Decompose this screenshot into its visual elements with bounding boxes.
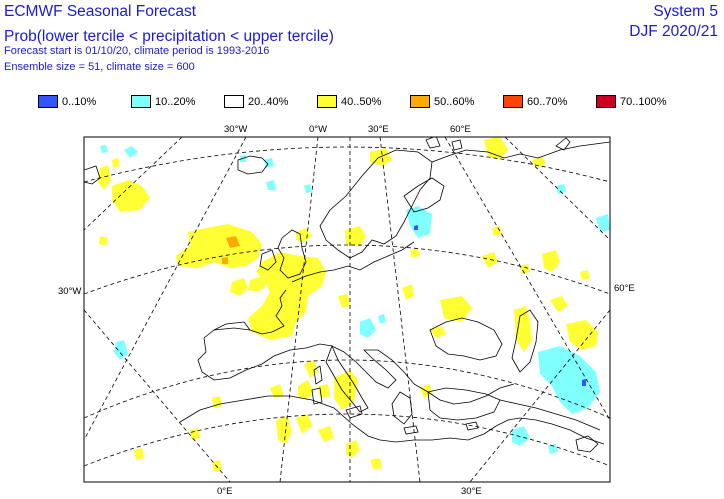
- system-label: System 5: [653, 3, 718, 20]
- legend-swatch: [317, 95, 337, 108]
- chart-subtitle: Prob(lower tercile < precipitation < upp…: [4, 28, 334, 45]
- legend-label: 60..70%: [527, 96, 568, 108]
- ensemble-size-info: Ensemble size = 51, climate size = 600: [4, 61, 195, 73]
- legend-swatch: [131, 95, 151, 108]
- legend-swatch: [410, 95, 430, 108]
- legend-label: 70..100%: [620, 96, 667, 108]
- legend-label: 20..40%: [248, 96, 289, 108]
- graticule: [84, 137, 610, 482]
- lon-label-bottom-0e: 0°E: [217, 486, 233, 497]
- legend-label: 0..10%: [62, 96, 97, 108]
- lon-label-right-60e: 60°E: [614, 283, 635, 294]
- lon-label-top-30w: 30°W: [224, 124, 248, 135]
- lon-label-top-0w: 0°W: [309, 124, 328, 135]
- prob-areas-50-60: [222, 236, 240, 264]
- lon-label-left-30w: 30°W: [58, 286, 82, 297]
- legend-label: 40..50%: [341, 96, 382, 108]
- chart-title: ECMWF Seasonal Forecast: [4, 3, 197, 20]
- forecast-start-info: Forecast start is 01/10/20, climate peri…: [4, 45, 270, 57]
- legend-swatch: [503, 95, 523, 108]
- legend-swatch: [224, 95, 244, 108]
- map-frame: [83, 136, 611, 483]
- lon-label-top-30e: 30°E: [368, 124, 389, 135]
- prob-areas-10-20: [100, 145, 610, 454]
- legend-swatch: [596, 95, 616, 108]
- legend-swatch: [38, 95, 58, 108]
- prob-areas-40-50: [98, 137, 598, 472]
- prob-areas-0-10: [414, 225, 586, 386]
- legend-label: 50..60%: [434, 96, 475, 108]
- lon-label-bottom-30e: 30°E: [461, 486, 482, 497]
- lon-label-top-60e: 60°E: [450, 124, 471, 135]
- season-label: DJF 2020/21: [629, 23, 718, 40]
- legend-label: 10..20%: [155, 96, 196, 108]
